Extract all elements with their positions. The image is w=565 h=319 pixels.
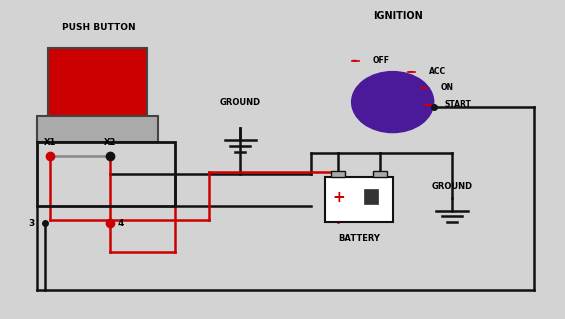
Ellipse shape: [352, 72, 433, 132]
Text: OFF: OFF: [373, 56, 390, 65]
Text: 3: 3: [28, 219, 34, 228]
Bar: [364, 189, 379, 204]
Text: IGNITION: IGNITION: [373, 11, 423, 21]
Text: X2: X2: [104, 138, 116, 147]
Text: START: START: [445, 100, 472, 109]
Bar: [48, 48, 147, 118]
Text: GROUND: GROUND: [432, 182, 472, 191]
Bar: [331, 171, 345, 177]
Text: X1: X1: [44, 138, 56, 147]
Text: ACC: ACC: [429, 67, 446, 76]
Text: PUSH BUTTON: PUSH BUTTON: [62, 23, 136, 32]
Text: GROUND: GROUND: [220, 98, 260, 107]
Bar: [373, 171, 387, 177]
Text: ON: ON: [441, 83, 454, 92]
Text: +: +: [333, 189, 345, 205]
Bar: [325, 177, 393, 222]
Text: BATTERY: BATTERY: [338, 234, 380, 243]
Text: 4: 4: [117, 219, 124, 228]
Bar: [37, 116, 158, 142]
Bar: [37, 142, 175, 206]
